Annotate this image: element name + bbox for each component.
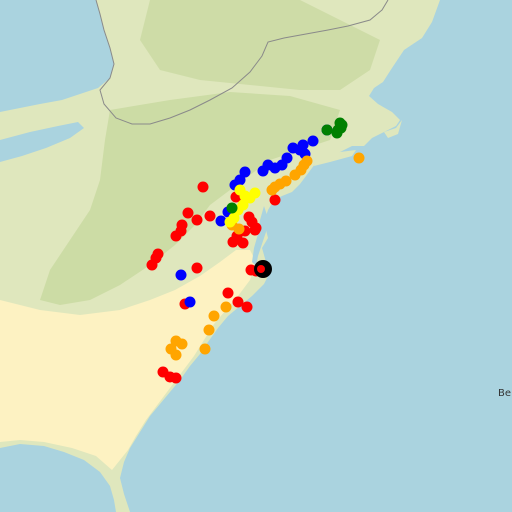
marker-orange[interactable] <box>266 184 278 196</box>
marker-green[interactable] <box>336 119 348 131</box>
marker-blue[interactable] <box>215 215 227 227</box>
marker-red[interactable] <box>269 194 281 206</box>
marker-red[interactable] <box>197 181 209 193</box>
marker-orange[interactable] <box>170 335 182 347</box>
marker-red[interactable] <box>232 296 244 308</box>
long-island <box>314 150 356 166</box>
pamlico-sound <box>254 286 272 304</box>
bermuda-label: Be <box>498 388 511 399</box>
lake-erie <box>0 122 84 162</box>
marker-orange[interactable] <box>289 169 301 181</box>
marker-blue[interactable] <box>184 296 196 308</box>
marker-red[interactable] <box>182 207 194 219</box>
marker-yellow[interactable] <box>249 187 261 199</box>
marker-orange[interactable] <box>203 324 215 336</box>
marker-red[interactable] <box>204 210 216 222</box>
marker-red[interactable] <box>222 287 234 299</box>
marker-orange[interactable] <box>208 310 220 322</box>
marker-red[interactable] <box>257 265 265 273</box>
marker-red[interactable] <box>146 259 158 271</box>
marker-red[interactable] <box>191 214 203 226</box>
forest-north <box>140 0 380 90</box>
gulf-of-mexico <box>0 444 116 512</box>
great-lakes <box>0 0 114 112</box>
marker-green[interactable] <box>321 124 333 136</box>
marker-red[interactable] <box>227 236 239 248</box>
marker-yellow[interactable] <box>224 216 236 228</box>
marker-red[interactable] <box>241 301 253 313</box>
marker-blue[interactable] <box>287 142 299 154</box>
marker-orange[interactable] <box>199 343 211 355</box>
marker-red[interactable] <box>191 262 203 274</box>
marker-red[interactable] <box>249 224 261 236</box>
marker-green[interactable] <box>226 202 238 214</box>
marker-orange[interactable] <box>353 152 365 164</box>
marker-orange[interactable] <box>220 301 232 313</box>
marker-blue[interactable] <box>175 269 187 281</box>
marker-orange[interactable] <box>170 349 182 361</box>
forest-region <box>40 92 340 305</box>
marker-red[interactable] <box>170 372 182 384</box>
marker-red[interactable] <box>175 225 187 237</box>
chesapeake-bay <box>252 206 268 266</box>
marker-blue[interactable] <box>239 166 251 178</box>
marker-blue[interactable] <box>307 135 319 147</box>
markers-layer[interactable] <box>146 117 365 384</box>
cape-cod <box>384 120 402 138</box>
international-border <box>95 0 389 125</box>
marker-blue[interactable] <box>257 165 269 177</box>
